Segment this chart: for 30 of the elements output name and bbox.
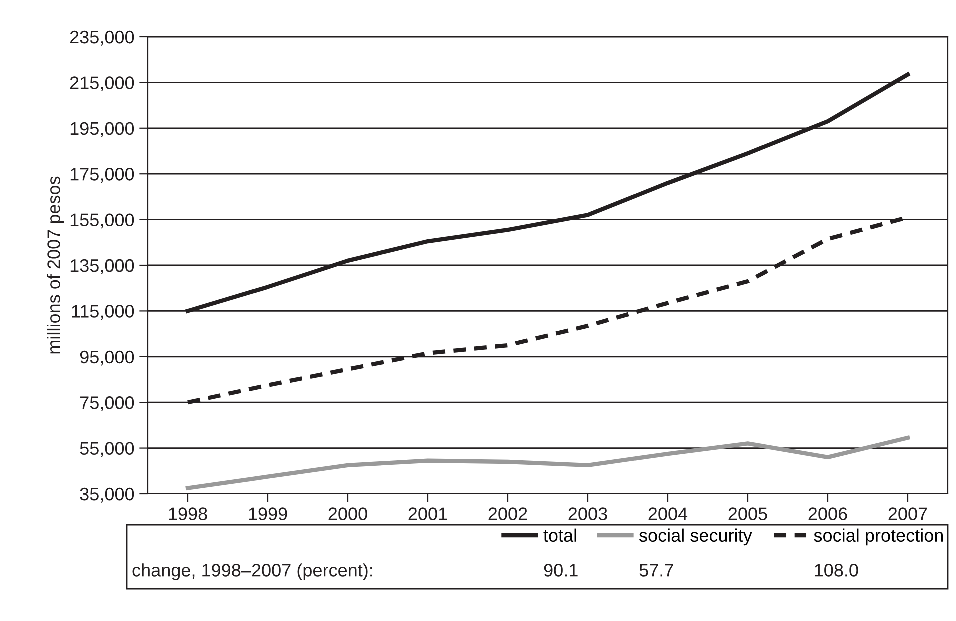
y-axis-title: millions of 2007 pesos (47, 176, 64, 354)
line-series (186, 436, 910, 490)
y-tick-label: 235,000 (70, 30, 134, 46)
y-tick-label: 155,000 (70, 214, 134, 229)
y-tick-label: 95,000 (80, 350, 134, 366)
x-tick-label: 2004 (648, 508, 688, 520)
y-tick-label: 195,000 (70, 122, 134, 138)
x-tick-label: 2005 (728, 508, 768, 520)
y-tick-label: 215,000 (70, 76, 134, 92)
x-tick-label: 2003 (568, 508, 608, 520)
x-tick-label: 2001 (408, 508, 448, 520)
text: change, 1998–2007 (percent): (132, 564, 372, 580)
y-tick-label: 135,000 (70, 259, 134, 274)
x-tick-label: 2000 (328, 508, 368, 520)
text: 57.7 (640, 564, 674, 577)
y-tick-label: 55,000 (80, 442, 134, 458)
x-tick-label: 1998 (169, 508, 208, 520)
x-tick-label: 2002 (488, 508, 528, 520)
x-tick-label: 2006 (808, 508, 848, 520)
legend-label: social protection (814, 528, 944, 546)
y-tick-label: 75,000 (80, 396, 134, 412)
x-tick-label: 1999 (249, 508, 288, 520)
y-tick-label: 115,000 (72, 305, 134, 320)
legend-label: total (544, 528, 576, 542)
text: 90.1 (544, 564, 578, 577)
x-tick-label: 2007 (888, 508, 928, 520)
legend-label: social security (639, 528, 752, 546)
y-tick-label: 175,000 (70, 168, 134, 183)
y-tick-label: 35,000 (80, 488, 134, 503)
text: 108.0 (815, 564, 858, 577)
